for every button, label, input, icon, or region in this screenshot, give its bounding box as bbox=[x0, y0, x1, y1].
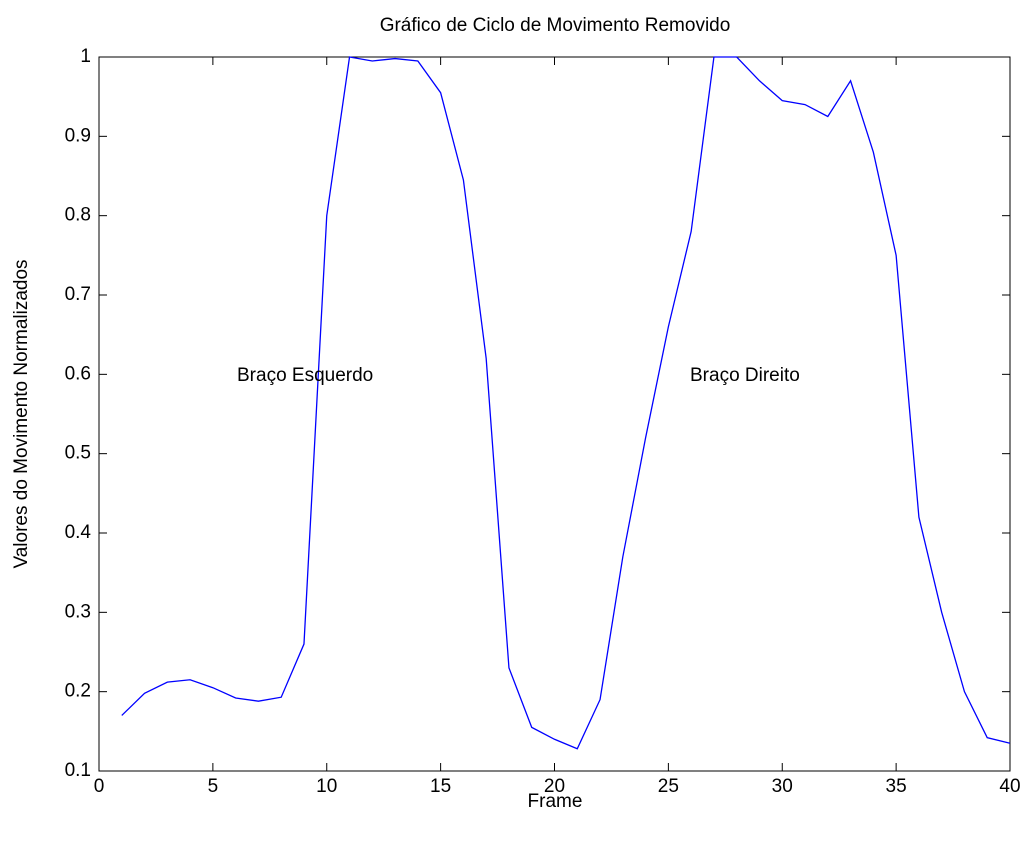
x-tick-label: 15 bbox=[430, 776, 451, 797]
x-tick-label: 10 bbox=[316, 776, 337, 797]
y-tick-label: 1 bbox=[80, 46, 91, 67]
x-axis-label: Frame bbox=[528, 791, 583, 812]
x-tick-label: 30 bbox=[772, 776, 793, 797]
y-tick-label: 0.9 bbox=[65, 125, 91, 146]
y-axis-label: Valores do Movimento Normalizados bbox=[11, 259, 32, 568]
y-tick-label: 0.3 bbox=[65, 601, 91, 622]
y-tick-label: 0.8 bbox=[65, 205, 91, 226]
x-tick-label: 20 bbox=[544, 776, 565, 797]
x-tick-label: 35 bbox=[886, 776, 907, 797]
y-tick-label: 0.4 bbox=[65, 522, 92, 543]
x-tick-label: 25 bbox=[658, 776, 679, 797]
y-tick-label: 0.1 bbox=[65, 760, 91, 781]
data-line bbox=[121, 56, 1011, 750]
y-tick-label: 0.7 bbox=[65, 284, 91, 305]
chart-title: Gráfico de Ciclo de Movimento Removido bbox=[380, 15, 731, 36]
annotation: Braço Direito bbox=[690, 365, 800, 386]
x-tick-label: 5 bbox=[208, 776, 219, 797]
annotation: Braço Esquerdo bbox=[237, 365, 373, 386]
x-tick-label: 40 bbox=[999, 776, 1020, 797]
y-tick-label: 0.6 bbox=[65, 363, 91, 384]
y-tick-label: 0.5 bbox=[65, 443, 91, 464]
y-tick-label: 0.2 bbox=[65, 681, 91, 702]
x-tick-label: 0 bbox=[94, 776, 105, 797]
